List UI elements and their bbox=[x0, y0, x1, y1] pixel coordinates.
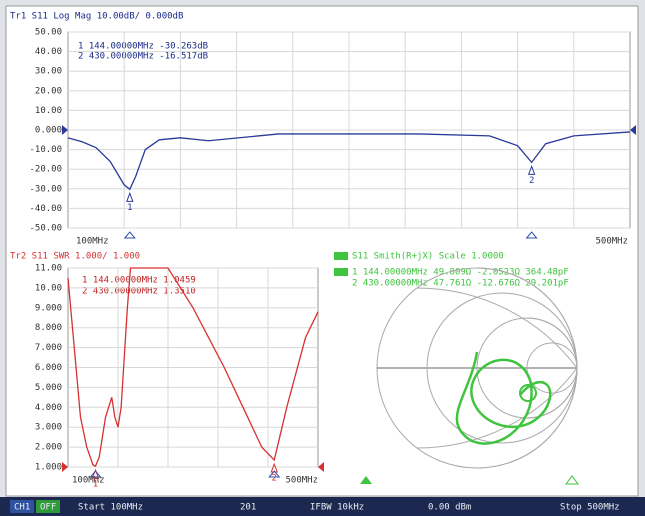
y-tick-label: 10.00 bbox=[35, 106, 62, 116]
x-stop-label: 500MHz bbox=[595, 237, 628, 247]
y-tick-label: -40.00 bbox=[29, 204, 62, 214]
y-tick-label: -20.00 bbox=[29, 165, 62, 175]
marker-arrow bbox=[123, 231, 136, 239]
y-tick-label: -10.00 bbox=[29, 145, 62, 155]
ref-arrow bbox=[318, 462, 324, 472]
y-tick-label: 5.000 bbox=[35, 383, 62, 393]
smith-marker: 1 144.00000MHz 49.809Ω -2.0523Ω 364.48pF bbox=[352, 268, 569, 278]
status-item: IFBW 10kHz bbox=[310, 503, 364, 513]
marker-arrow bbox=[525, 231, 538, 239]
smith-legend-box bbox=[334, 268, 348, 276]
y-tick-label: 4.000 bbox=[35, 403, 62, 413]
marker-triangle bbox=[126, 191, 134, 202]
y-tick-label: 1.000 bbox=[35, 463, 62, 473]
smith-legend-box bbox=[334, 252, 348, 260]
status-box bbox=[10, 500, 34, 513]
x-start-label: 100MHz bbox=[76, 237, 109, 247]
status-box bbox=[36, 500, 60, 513]
marker-triangle bbox=[91, 468, 100, 479]
y-tick-label: 2.000 bbox=[35, 443, 62, 453]
smith-marker-arrow bbox=[360, 476, 372, 484]
smith-title: S11 Smith(R+jX) Scale 1.0000 bbox=[352, 252, 504, 262]
status-bar bbox=[0, 497, 645, 516]
ref-arrow bbox=[630, 125, 636, 135]
smith-marker-arrow bbox=[565, 475, 579, 485]
y-tick-label: 20.00 bbox=[35, 86, 62, 96]
y-tick-label: -50.00 bbox=[29, 224, 62, 234]
y-tick-label: 11.00 bbox=[35, 264, 62, 274]
y-tick-label: 7.000 bbox=[35, 343, 62, 353]
ref-arrow bbox=[62, 462, 68, 472]
status-item: Stop 500MHz bbox=[560, 503, 620, 513]
y-tick-label: 50.00 bbox=[35, 28, 62, 38]
y-tick-label: 30.00 bbox=[35, 67, 62, 77]
smith-trace bbox=[455, 351, 552, 445]
y-tick-label: 10.00 bbox=[35, 283, 62, 293]
marker-arrow bbox=[89, 470, 102, 478]
marker-id: 2 bbox=[529, 176, 534, 186]
marker-arrow bbox=[268, 470, 281, 478]
status-item: OFF bbox=[40, 503, 56, 513]
trace1-title: Tr1 S11 Log Mag 10.00dB/ 0.000dB bbox=[10, 12, 183, 22]
trace bbox=[67, 267, 319, 467]
y-tick-label: 0.000 bbox=[35, 126, 62, 136]
x-start-label: 100MHz bbox=[72, 476, 105, 486]
display bbox=[5, 5, 639, 497]
status-item: CH1 bbox=[14, 503, 30, 513]
trace1-marker: 2 430.00000MHz -16.517dB bbox=[78, 52, 208, 62]
y-tick-label: 9.000 bbox=[35, 303, 62, 313]
trace1-marker: 1 144.00000MHz -30.263dB bbox=[78, 42, 208, 52]
marker-triangle bbox=[527, 164, 536, 175]
ref-arrow bbox=[62, 125, 68, 135]
marker-triangle bbox=[270, 462, 278, 473]
y-tick-label: 6.000 bbox=[35, 363, 62, 373]
status-item: Start 100MHz bbox=[78, 503, 143, 513]
trace2-marker: 2 430.00000MHz 1.3510 bbox=[82, 287, 196, 297]
status-item: 201 bbox=[240, 503, 256, 513]
y-tick-label: 3.000 bbox=[35, 423, 62, 433]
y-tick-label: -30.00 bbox=[29, 184, 62, 194]
marker-id: 1 bbox=[93, 480, 98, 490]
trace2-title: Tr2 S11 SWR 1.000/ 1.000 bbox=[10, 252, 140, 262]
y-tick-label: 40.00 bbox=[35, 47, 62, 57]
smith-marker: 2 430.00000MHz 47.761Ω -12.676Ω 29.201pF bbox=[352, 279, 569, 289]
status-item: 0.00 dBm bbox=[428, 503, 471, 513]
marker-id: 1 bbox=[127, 203, 132, 213]
trace bbox=[67, 131, 631, 191]
x-stop-label: 500MHz bbox=[285, 476, 318, 486]
marker-id: 2 bbox=[272, 474, 277, 484]
smith-chart bbox=[376, 267, 578, 469]
trace2-marker: 1 144.00000MHz 1.0459 bbox=[82, 276, 196, 286]
y-tick-label: 8.000 bbox=[35, 323, 62, 333]
